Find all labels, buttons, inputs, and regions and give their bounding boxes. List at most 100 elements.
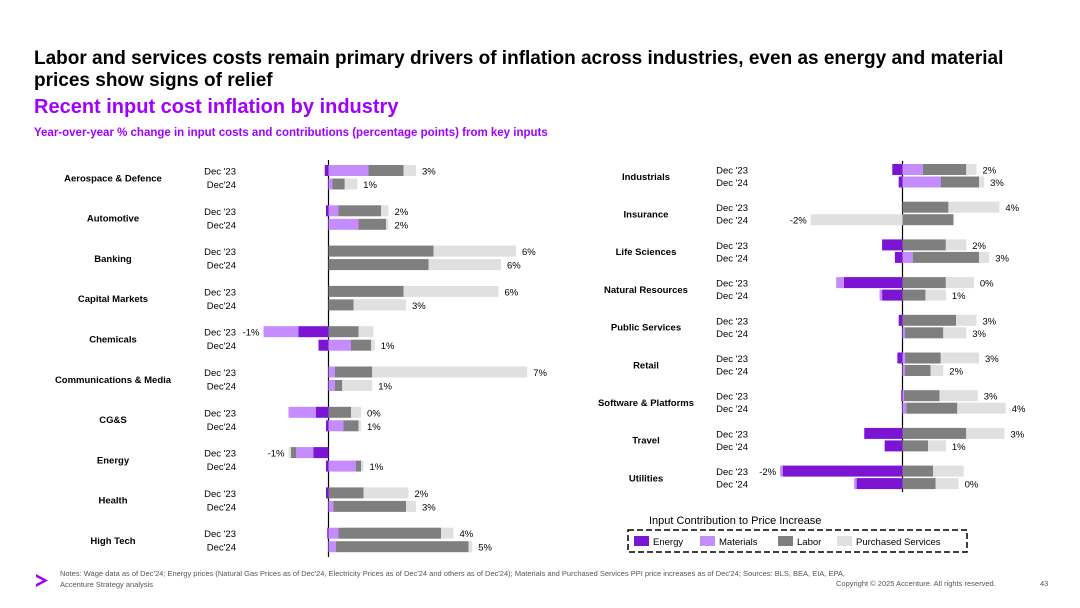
data-label: 2% [949,367,963,378]
industry-label: Life Sciences [616,247,677,258]
bar-segment-purchased-services [956,314,977,326]
bar-segment-labor [368,165,404,176]
bar-segment-purchased-services [406,500,416,512]
bar-segment-materials [902,164,923,175]
industry-label: Utilities [629,473,663,484]
bar-segment-purchased-services [351,406,361,418]
bar-segment-energy [843,277,903,289]
period-label: Dec '24 [716,291,748,302]
bar-segment-energy [324,165,329,176]
bar-segment-purchased-services [948,201,1000,213]
bar-segment-labor [328,285,404,297]
data-label: 4% [1012,404,1026,415]
industry-label: Industrials [622,172,670,183]
period-label: Dec '23 [204,449,236,460]
bar-segment-purchased-services [930,365,944,376]
bar-segment-labor [334,380,343,391]
period-label: Dec'24 [207,422,236,433]
industry-label: Capital Markets [78,294,148,305]
industry-label: Automotive [87,214,139,225]
data-label: -1% [268,449,285,460]
bar-segment-purchased-services [966,427,1005,439]
period-label: Dec '24 [716,329,748,340]
bar-segment-purchased-services [933,465,964,477]
legend-box [627,529,968,553]
period-label: Dec'24 [207,261,236,272]
bar-segment-materials [902,327,906,339]
bar-segment-labor [328,406,351,418]
industry-label: High Tech [90,536,135,547]
bar-segment-purchased-services [943,327,967,339]
bar-segment-purchased-services [945,239,967,251]
data-label: 3% [1011,429,1025,440]
bar-segment-energy [316,406,329,418]
period-label: Dec '23 [716,279,748,290]
industry-label: Aerospace & Defence [64,173,162,184]
bar-segment-purchased-services [353,299,406,311]
data-label: 1% [381,341,395,352]
bar-segment-purchased-services [979,176,985,188]
bar-segment-purchased-services [441,527,454,539]
bar-segment-purchased-services [288,447,291,459]
period-label: Dec '23 [716,241,748,252]
bar-segment-purchased-services [966,164,977,175]
legend-swatch [634,536,649,546]
bar-segment-materials [328,420,344,432]
bar-segment-labor [356,460,361,472]
period-label: Dec '23 [204,287,236,298]
data-label: 2% [395,220,409,231]
bar-segment-labor [351,339,371,351]
data-label: 1% [952,442,966,453]
bar-segment-purchased-services [433,245,516,257]
data-label: 4% [1005,203,1019,214]
bar-segment-purchased-services [361,460,364,472]
legend-swatch [778,536,793,546]
period-label: Dec'24 [207,301,236,312]
bar-segment-labor [902,465,934,477]
bar-segment-purchased-services [372,366,528,378]
page-number: 43 [1040,579,1049,588]
bar-segment-purchased-services [928,440,946,452]
data-label: 6% [522,247,536,258]
industry-label: Health [98,496,127,507]
bar-segment-materials [902,176,941,188]
industry-label: Public Services [611,323,681,334]
bar-segment-materials [296,447,314,459]
bar-segment-energy [326,460,329,472]
bar-segment-purchased-services [935,478,959,490]
industry-label: Chemicals [89,334,137,345]
data-label: 1% [367,422,381,433]
bar-segment-energy [864,427,903,439]
headline: Labor and services costs remain primary … [34,48,1004,91]
data-label: 2% [415,489,429,500]
data-label: 3% [985,354,999,365]
data-label: 3% [990,178,1004,189]
bar-segment-materials [328,178,333,190]
bar-segment-purchased-services [358,326,374,338]
data-label: 2% [395,207,409,218]
bar-segment-materials [328,165,369,176]
chart-title: Recent input cost inflation by industry [34,96,399,118]
bar-segment-purchased-services [979,251,990,263]
period-label: Dec'24 [207,543,236,554]
data-label: 1% [378,382,392,393]
bar-segment-energy [892,164,903,175]
bar-segment-labor [902,214,954,226]
bar-segment-energy [326,487,329,499]
bar-segment-materials [836,277,844,289]
bar-segment-materials [328,460,356,472]
bar-segment-labor [358,218,386,230]
data-label: 3% [982,316,996,327]
data-label: 5% [478,543,492,554]
data-label: 0% [980,279,994,290]
bar-segment-energy [882,289,903,301]
data-label: -1% [243,328,260,339]
bar-segment-labor [328,299,354,311]
period-label: Dec '24 [716,480,748,491]
data-label: 3% [412,301,426,312]
bar-segment-energy [884,440,903,452]
bar-segment-materials [902,390,904,402]
period-label: Dec '23 [204,408,236,419]
data-label: 0% [965,480,979,491]
bar-segment-purchased-services [371,339,375,351]
